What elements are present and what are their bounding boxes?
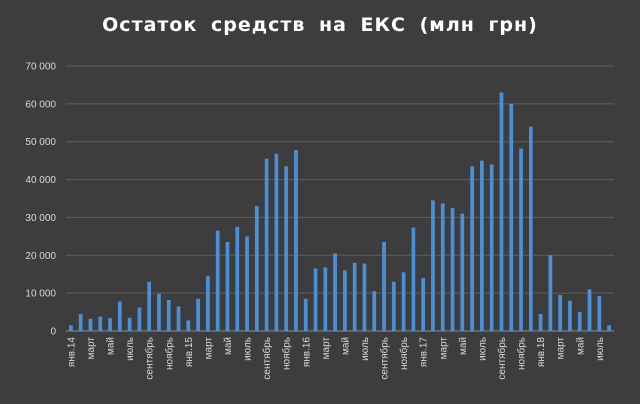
bar bbox=[528, 126, 533, 331]
bar bbox=[372, 291, 377, 331]
bar bbox=[577, 312, 582, 331]
bar bbox=[548, 255, 553, 331]
bar bbox=[568, 300, 572, 331]
bar bbox=[509, 103, 514, 331]
bars bbox=[69, 92, 611, 331]
bar bbox=[519, 148, 523, 331]
bar bbox=[391, 281, 396, 331]
bar bbox=[460, 213, 465, 331]
bar bbox=[137, 307, 142, 331]
bar bbox=[147, 281, 152, 331]
x-tick-label: май bbox=[575, 337, 586, 355]
bar bbox=[323, 267, 328, 331]
bar bbox=[421, 278, 426, 331]
bar bbox=[225, 242, 230, 331]
bar bbox=[382, 242, 386, 331]
x-tick-label: ноябрь bbox=[516, 337, 528, 370]
bar bbox=[98, 316, 103, 331]
x-tick-label: янв.16 bbox=[301, 337, 312, 368]
bar bbox=[235, 226, 240, 331]
x-tick-label: ноябрь bbox=[281, 337, 293, 370]
x-tick-label: июль bbox=[243, 337, 254, 361]
x-tick-label: май bbox=[340, 337, 351, 355]
bar bbox=[607, 325, 611, 331]
x-tick-label: янв.18 bbox=[536, 337, 547, 368]
bar bbox=[352, 262, 357, 331]
bar bbox=[284, 166, 289, 331]
bar bbox=[78, 313, 83, 331]
y-tick-label: 50 000 bbox=[25, 137, 56, 148]
x-tick-label: март bbox=[438, 337, 449, 360]
x-tick-label: сентябрь bbox=[496, 337, 508, 380]
bar bbox=[480, 160, 484, 331]
bar bbox=[69, 325, 73, 331]
x-tick-label: ноябрь bbox=[163, 337, 175, 370]
y-tick-label: 70 000 bbox=[25, 62, 56, 73]
x-tick-label: янв.15 bbox=[184, 337, 195, 368]
x-tick-label: март bbox=[86, 337, 97, 360]
chart-title: Остаток средств на ЕКС (млн грн) bbox=[102, 14, 538, 36]
bar bbox=[294, 150, 298, 331]
bar bbox=[440, 203, 445, 331]
bar bbox=[88, 318, 93, 331]
y-tick-label: 40 000 bbox=[25, 175, 56, 186]
bar bbox=[597, 296, 602, 331]
bar bbox=[196, 298, 200, 331]
x-tick-label: март bbox=[556, 337, 567, 360]
bar bbox=[538, 313, 543, 331]
x-tick-label: ноябрь bbox=[398, 337, 410, 370]
bar bbox=[401, 272, 406, 331]
bar bbox=[127, 317, 132, 331]
bar bbox=[108, 318, 112, 331]
x-tick-label: сентябрь bbox=[261, 337, 273, 380]
bar bbox=[343, 270, 347, 331]
bar bbox=[303, 298, 308, 331]
bar bbox=[333, 253, 337, 331]
y-tick-label: 20 000 bbox=[25, 251, 56, 262]
y-axis: 0 10 000 20 000 30 000 40 000 50 000 60 000 70 … bbox=[25, 62, 56, 338]
bar bbox=[431, 200, 435, 331]
bar bbox=[558, 295, 563, 331]
bar bbox=[489, 164, 494, 331]
bar bbox=[362, 263, 367, 331]
x-tick-label: май bbox=[106, 337, 117, 355]
x-tick-label: июль bbox=[360, 337, 371, 361]
bar bbox=[245, 236, 249, 331]
bar bbox=[274, 153, 279, 331]
bar bbox=[499, 92, 504, 331]
bar bbox=[587, 289, 592, 331]
y-tick-label: 30 000 bbox=[25, 213, 56, 224]
y-tick-label: 10 000 bbox=[25, 289, 56, 300]
x-axis: янв.14 март май июль сентябрь ноябрь янв.15 мар… bbox=[66, 337, 605, 380]
bar bbox=[206, 276, 210, 331]
x-tick-label: янв.17 bbox=[419, 337, 430, 368]
x-tick-label: сентябрь bbox=[379, 337, 391, 380]
bar bbox=[176, 306, 181, 331]
x-tick-label: июль bbox=[595, 337, 606, 361]
y-tick-label: 60 000 bbox=[25, 99, 56, 110]
bar bbox=[157, 293, 161, 331]
x-tick-label: сентябрь bbox=[144, 337, 156, 380]
x-tick-label: янв.14 bbox=[66, 337, 77, 368]
bar bbox=[215, 230, 220, 331]
bar bbox=[411, 227, 416, 331]
x-tick-label: июль bbox=[125, 337, 136, 361]
x-tick-label: март bbox=[203, 337, 214, 360]
x-tick-label: май bbox=[223, 337, 234, 355]
bar bbox=[264, 158, 269, 331]
x-tick-label: май bbox=[458, 337, 469, 355]
bar bbox=[117, 301, 122, 331]
bar bbox=[186, 320, 191, 331]
bar bbox=[254, 206, 259, 331]
bar bbox=[313, 268, 318, 331]
y-tick-label: 0 bbox=[50, 327, 56, 338]
bar bbox=[166, 299, 171, 331]
bar bbox=[470, 166, 474, 331]
x-tick-label: март bbox=[321, 337, 332, 360]
bar bbox=[450, 207, 455, 331]
x-tick-label: июль bbox=[477, 337, 488, 361]
